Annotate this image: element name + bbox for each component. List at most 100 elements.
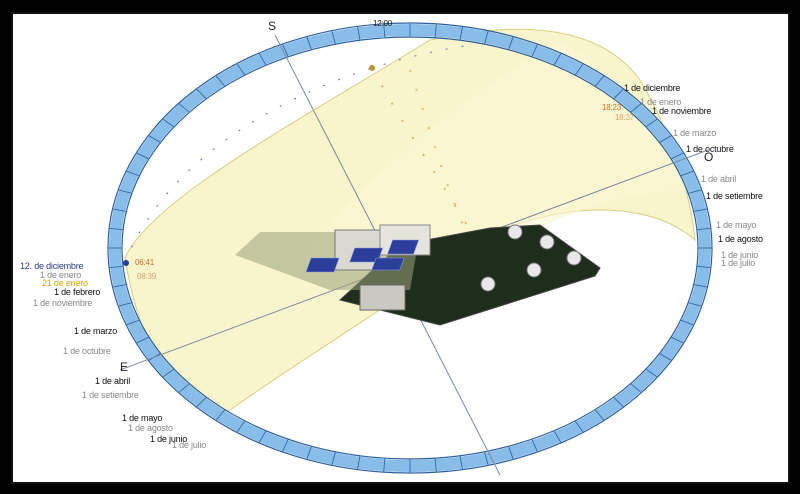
- right-date-label: 1 de julio: [721, 258, 756, 268]
- ring-tick: [112, 284, 127, 288]
- ring-tick: [258, 52, 267, 66]
- ring-tick: [306, 446, 312, 460]
- ring-tick: [531, 43, 538, 57]
- right-date-label: 1 de octubre: [686, 144, 734, 154]
- ring-tick: [613, 88, 624, 100]
- left-date-label: 1 de mayo: [122, 413, 163, 423]
- right-date-label: 1 de mayo: [716, 220, 757, 230]
- ring-tick: [357, 455, 361, 470]
- ring-tick: [688, 302, 702, 307]
- ring-tick: [331, 451, 336, 466]
- time-marker-1: 06:41: [135, 258, 155, 267]
- storage-tanks: [480, 224, 582, 292]
- ring-tick: [162, 118, 175, 128]
- ring-tick: [383, 458, 386, 473]
- ring-tick: [434, 458, 437, 473]
- left-date-label: 1 de abril: [95, 376, 131, 386]
- ring-tick: [630, 383, 642, 393]
- right-date-label: 1 de marzo: [673, 128, 717, 138]
- noon-label: 12:00: [373, 19, 393, 28]
- ring-tick: [508, 446, 514, 460]
- cardinal-east: E: [120, 360, 129, 374]
- left-date-label: 1 de octubre: [63, 346, 111, 356]
- ring-tick: [112, 208, 127, 212]
- ring-tick: [196, 396, 207, 408]
- ring-tick: [136, 336, 150, 344]
- ring-tick: [258, 430, 267, 444]
- ring-tick: [645, 368, 658, 378]
- ring-tick: [118, 189, 132, 194]
- left-date-label: 1 de enero: [40, 270, 82, 280]
- ring-tick: [215, 409, 226, 421]
- ring-tick: [236, 420, 246, 433]
- ring-tick: [383, 23, 386, 38]
- ring-tick: [109, 227, 124, 231]
- sun-marker-noon: [369, 65, 375, 71]
- building-block-c: [359, 284, 406, 311]
- right-date-label: 1 de diciembre: [624, 83, 681, 93]
- ring-tick: [196, 88, 207, 100]
- ring-tick: [357, 26, 361, 41]
- right-date-label: 1 de abril: [701, 174, 737, 184]
- left-date-label: 1 de marzo: [74, 326, 118, 336]
- solar-panel-array: [305, 239, 420, 273]
- sun-path-arc-mid: [371, 67, 471, 231]
- ring-tick: [659, 135, 672, 143]
- ring-tick: [670, 152, 684, 160]
- time-marker-3: 08:39: [137, 272, 157, 281]
- ring-tick: [553, 430, 562, 444]
- left-date-label: 21 de enero: [42, 278, 88, 288]
- ring-tick: [613, 396, 624, 408]
- ring-tick: [306, 36, 312, 50]
- ring-tick: [331, 30, 336, 45]
- ring-tick: [178, 383, 190, 393]
- ring-tick: [109, 265, 124, 269]
- ring-tick: [693, 284, 708, 288]
- left-date-label: 1 de julio: [172, 440, 207, 450]
- ring-tick: [484, 451, 489, 466]
- ring-tick: [118, 302, 132, 307]
- right-date-label: 1 de junio: [721, 250, 759, 260]
- time-marker-4: 18:37: [615, 113, 635, 122]
- right-date-label: 1 de noviembre: [652, 106, 712, 116]
- ring-tick: [680, 170, 694, 177]
- ring-tick: [693, 208, 708, 212]
- left-date-label: 1 de agosto: [128, 423, 173, 433]
- ring-tick: [162, 368, 175, 378]
- ring-tick: [148, 135, 161, 143]
- sun-marker-sunrise: [123, 260, 129, 266]
- ring-tick: [670, 336, 684, 344]
- ring-tick: [459, 26, 463, 41]
- ring-tick: [696, 265, 711, 269]
- ring-tick: [434, 23, 437, 38]
- ring-tick: [531, 439, 538, 453]
- right-date-label: 1 de agosto: [718, 234, 763, 244]
- ring-tick: [630, 103, 642, 113]
- sun-path-arc-winter: [124, 44, 471, 263]
- ring-tick: [484, 30, 489, 45]
- ring-tick: [459, 455, 463, 470]
- cardinal-south: S: [268, 19, 277, 33]
- ring-tick: [574, 420, 584, 433]
- right-date-label: 1 de setiembre: [706, 191, 763, 201]
- ring-tick: [553, 52, 562, 66]
- ring-tick: [508, 36, 514, 50]
- ring-tick: [594, 409, 605, 421]
- time-marker-2: 18:23: [602, 103, 622, 112]
- left-date-label: 12. de diciembre: [20, 261, 84, 271]
- ring-tick: [126, 319, 140, 326]
- left-date-label: 1 de febrero: [54, 287, 101, 297]
- ring-tick: [574, 63, 584, 76]
- ring-tick: [680, 319, 694, 326]
- ring-tick: [236, 63, 246, 76]
- ring-tick: [594, 75, 605, 87]
- ring-tick: [696, 227, 711, 231]
- ring-tick: [126, 170, 140, 177]
- ring-tick: [215, 75, 226, 87]
- left-date-label: 1 de junio: [150, 434, 188, 444]
- cardinal-west: O: [704, 150, 714, 164]
- left-date-label: 1 de setiembre: [82, 390, 139, 400]
- ring-tick: [659, 353, 672, 361]
